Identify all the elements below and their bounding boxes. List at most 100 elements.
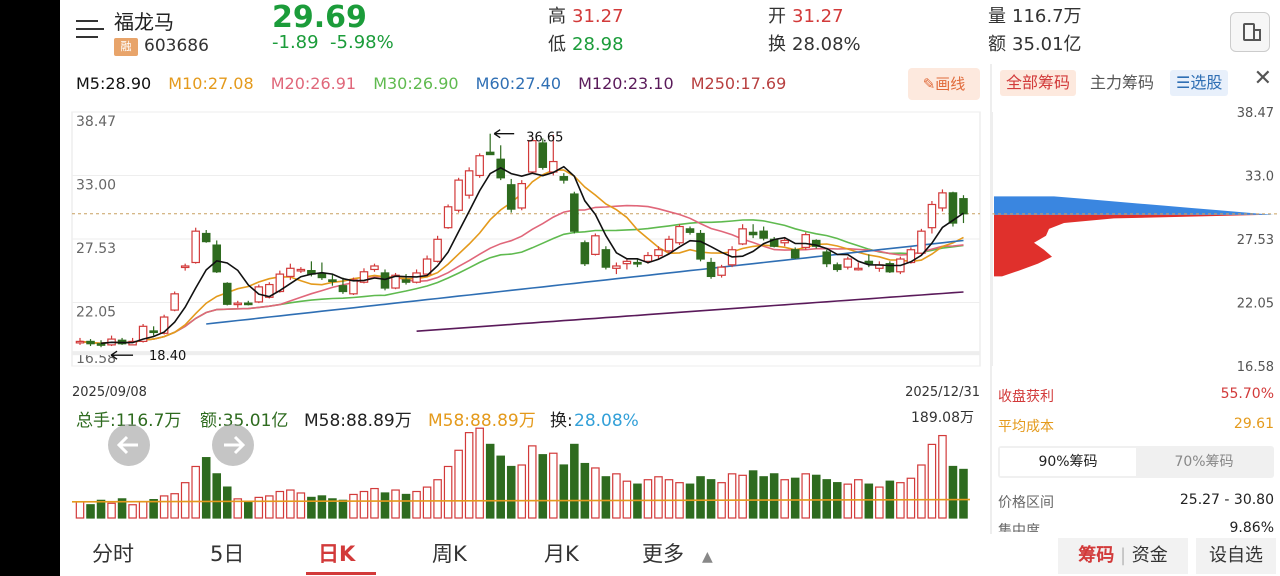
candle xyxy=(832,264,842,271)
volume-bar xyxy=(159,495,169,519)
candle xyxy=(917,230,926,254)
active-tab-indicator xyxy=(306,572,376,575)
candle xyxy=(959,198,968,215)
candle xyxy=(286,267,295,278)
y-tick-label: 33.00 xyxy=(76,177,116,193)
tab-main-chips[interactable]: 主力筹码 xyxy=(1090,73,1155,92)
turnover-value: 28.08% xyxy=(792,34,861,55)
candle xyxy=(633,261,642,265)
volume-bar xyxy=(580,462,590,519)
volume-label: 量 xyxy=(988,6,1006,27)
candle xyxy=(717,266,726,276)
candle xyxy=(201,232,211,243)
menu-icon[interactable] xyxy=(76,18,104,40)
volume-bar xyxy=(517,464,527,519)
tab-chip-70[interactable]: 70%筹码 xyxy=(1174,454,1234,470)
candle xyxy=(475,155,484,177)
volume-bar xyxy=(790,477,800,519)
candle xyxy=(591,235,600,255)
draw-line-button[interactable]: ✎画线 xyxy=(908,68,980,100)
candle xyxy=(159,316,169,334)
current-price: 29.69 xyxy=(272,0,367,35)
amount-label: 额 xyxy=(988,34,1006,55)
tab-monthly-k[interactable]: 月K xyxy=(544,542,579,566)
volume-bar xyxy=(748,470,758,519)
ma120-line xyxy=(416,291,964,332)
volume-bar xyxy=(96,499,106,519)
candle xyxy=(675,225,684,244)
high-label: 高 xyxy=(548,6,566,27)
chip-panel-tabs: 全部筹码 主力筹码 ☰选股 ✕ xyxy=(994,66,1280,98)
volume-bar xyxy=(643,479,653,519)
candle xyxy=(296,268,306,272)
tab-all-chips[interactable]: 全部筹码 xyxy=(1000,70,1077,96)
add-watchlist-button[interactable]: 设自选 xyxy=(1196,538,1276,574)
tab-intraday[interactable]: 分时 xyxy=(92,542,134,566)
stat-open: 开 31.27 xyxy=(768,2,844,28)
scroll-left-button[interactable] xyxy=(108,424,150,466)
candle xyxy=(927,203,937,229)
volume-bar xyxy=(591,467,600,519)
volume-bar xyxy=(222,486,232,519)
chips-button[interactable]: 筹码 | 资金 xyxy=(1058,538,1188,574)
candle xyxy=(685,228,695,233)
volume-bar xyxy=(391,489,400,519)
volume-bar xyxy=(538,454,548,519)
close-icon[interactable]: ✕ xyxy=(1253,66,1272,91)
high-arrow xyxy=(493,129,515,139)
kline-chart[interactable]: 38.4733.0027.5322.0516.5836.6518.402025/… xyxy=(60,104,990,534)
volume-bar xyxy=(948,465,958,519)
turnover-label: 换 xyxy=(768,34,786,55)
chip-y-tick: 27.53 xyxy=(1237,233,1274,248)
volume-bar xyxy=(275,490,285,519)
tab-select-stock[interactable]: ☰选股 xyxy=(1170,70,1229,96)
candle xyxy=(233,302,243,306)
chip-distribution-chart: 38.47 33.0 27.53 22.05 16.58 xyxy=(992,106,1280,375)
low-annotation: 18.40 xyxy=(149,349,186,364)
candle xyxy=(885,263,895,273)
volume-bar xyxy=(801,473,810,519)
ma30-line xyxy=(79,219,964,345)
chip-y-tick: 38.47 xyxy=(1237,106,1274,121)
candle xyxy=(317,273,327,279)
candle xyxy=(748,231,758,236)
arrow-left-icon xyxy=(116,435,138,455)
scroll-right-button[interactable] xyxy=(212,424,254,466)
candle xyxy=(612,265,621,269)
candle xyxy=(654,249,663,257)
volume-bar xyxy=(727,473,737,519)
tab-weekly-k[interactable]: 周K xyxy=(432,542,467,566)
volume-bar xyxy=(138,501,148,519)
open-value: 31.27 xyxy=(792,6,844,27)
candle xyxy=(696,232,705,260)
volume-bar xyxy=(464,432,474,519)
candle xyxy=(75,340,85,344)
volume-max-label: 189.08万 xyxy=(911,410,974,426)
volume-bar xyxy=(811,474,821,519)
chip-profile-profit xyxy=(994,214,1264,277)
tab-more[interactable]: 更多 ▲ xyxy=(642,542,713,566)
volume-bar xyxy=(117,498,127,519)
funds-button[interactable]: 资金 xyxy=(1131,545,1168,566)
volume-bar xyxy=(180,482,190,519)
volume-ma-label: M58:88.89万 xyxy=(304,411,412,431)
high-value: 31.27 xyxy=(572,6,624,27)
candle xyxy=(738,228,747,245)
tab-daily-k[interactable]: 日K xyxy=(318,542,356,566)
volume-bar xyxy=(917,464,926,519)
x-start-label: 2025/09/08 xyxy=(72,385,147,400)
candle xyxy=(506,184,516,210)
candle xyxy=(370,265,379,271)
low-value: 28.98 xyxy=(572,34,624,55)
volume-bar xyxy=(380,492,390,519)
volume-bar xyxy=(496,455,505,519)
tab-chip-90[interactable]: 90%筹码 xyxy=(1000,448,1136,476)
volume-bar xyxy=(254,496,264,519)
y-tick-label: 38.47 xyxy=(76,114,116,130)
volume-bar xyxy=(212,473,222,519)
candle xyxy=(170,293,179,311)
landscape-toggle-button[interactable] xyxy=(1230,12,1270,52)
chip-y-tick: 16.58 xyxy=(1237,360,1274,375)
tab-5day[interactable]: 5日 xyxy=(210,542,245,566)
volume-bar xyxy=(401,493,411,519)
